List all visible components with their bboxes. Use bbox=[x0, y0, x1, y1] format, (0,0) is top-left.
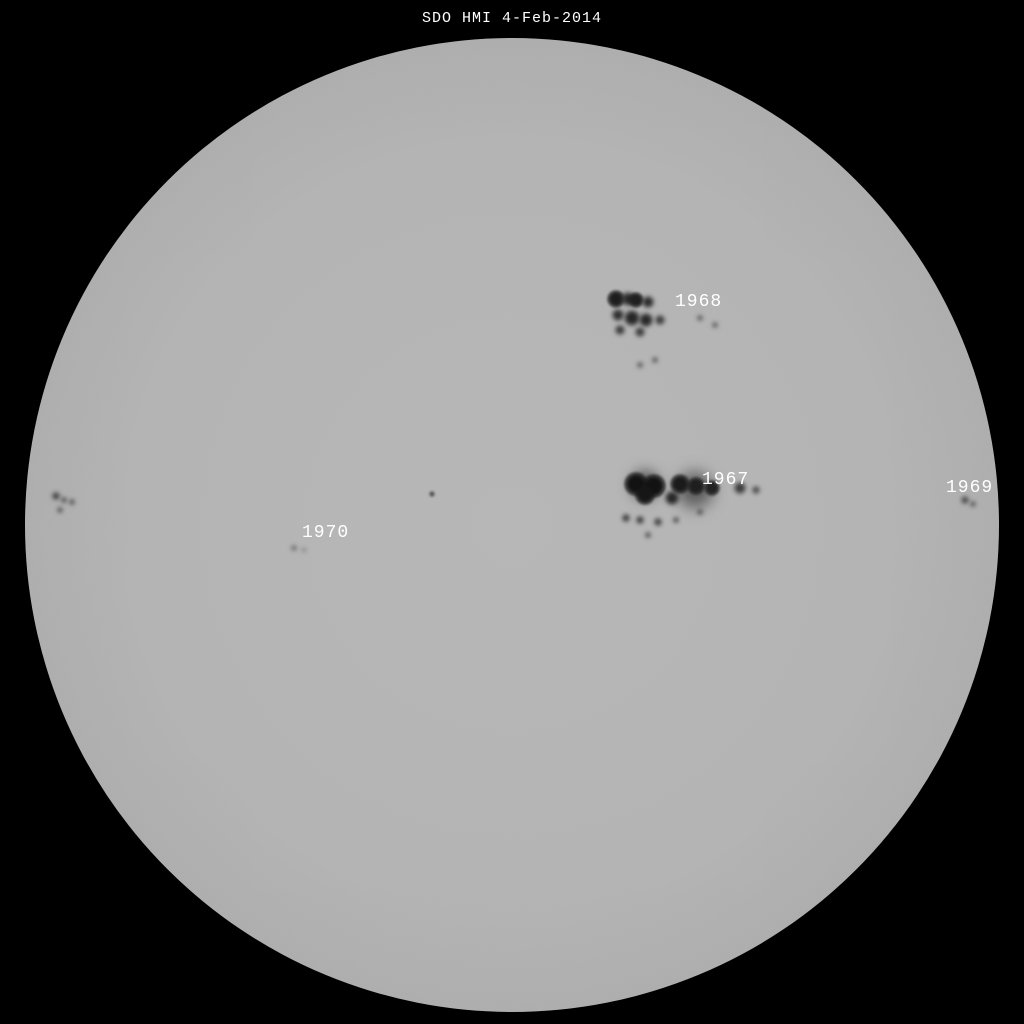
active-region-label-1968: 1968 bbox=[675, 292, 722, 312]
sunspot bbox=[652, 357, 658, 363]
sunspot bbox=[639, 313, 653, 327]
sunspot bbox=[612, 309, 624, 321]
image-title: SDO HMI 4-Feb-2014 bbox=[0, 10, 1024, 27]
sunspot bbox=[291, 545, 297, 551]
sunspot bbox=[624, 310, 640, 326]
active-region-label-1970: 1970 bbox=[302, 523, 349, 543]
sunspot bbox=[69, 499, 75, 505]
active-region-label-1967: 1967 bbox=[702, 470, 749, 490]
sunspot bbox=[655, 315, 665, 325]
sunspot bbox=[637, 362, 643, 368]
sunspot bbox=[615, 325, 625, 335]
sunspot bbox=[673, 517, 679, 523]
sunspot bbox=[712, 322, 718, 328]
solar-image-canvas: SDO HMI 4-Feb-2014 1968 1967 1969 1970 bbox=[0, 0, 1024, 1024]
sunspot bbox=[752, 486, 760, 494]
sunspot bbox=[61, 497, 67, 503]
sunspot bbox=[642, 296, 654, 308]
sunspot bbox=[622, 514, 630, 522]
sunspot bbox=[970, 501, 976, 507]
active-region-label-1969: 1969 bbox=[946, 478, 993, 498]
sunspot bbox=[429, 491, 435, 497]
sunspot bbox=[635, 327, 645, 337]
sunspot bbox=[302, 548, 306, 552]
sunspot bbox=[665, 491, 679, 505]
sunspot bbox=[635, 485, 655, 505]
sunspot bbox=[697, 315, 703, 321]
sunspot bbox=[645, 532, 651, 538]
sunspot bbox=[697, 509, 703, 515]
sunspot bbox=[636, 516, 644, 524]
sunspot bbox=[52, 492, 60, 500]
solar-disk bbox=[25, 38, 999, 1012]
sunspot bbox=[57, 507, 63, 513]
sunspot bbox=[654, 518, 662, 526]
